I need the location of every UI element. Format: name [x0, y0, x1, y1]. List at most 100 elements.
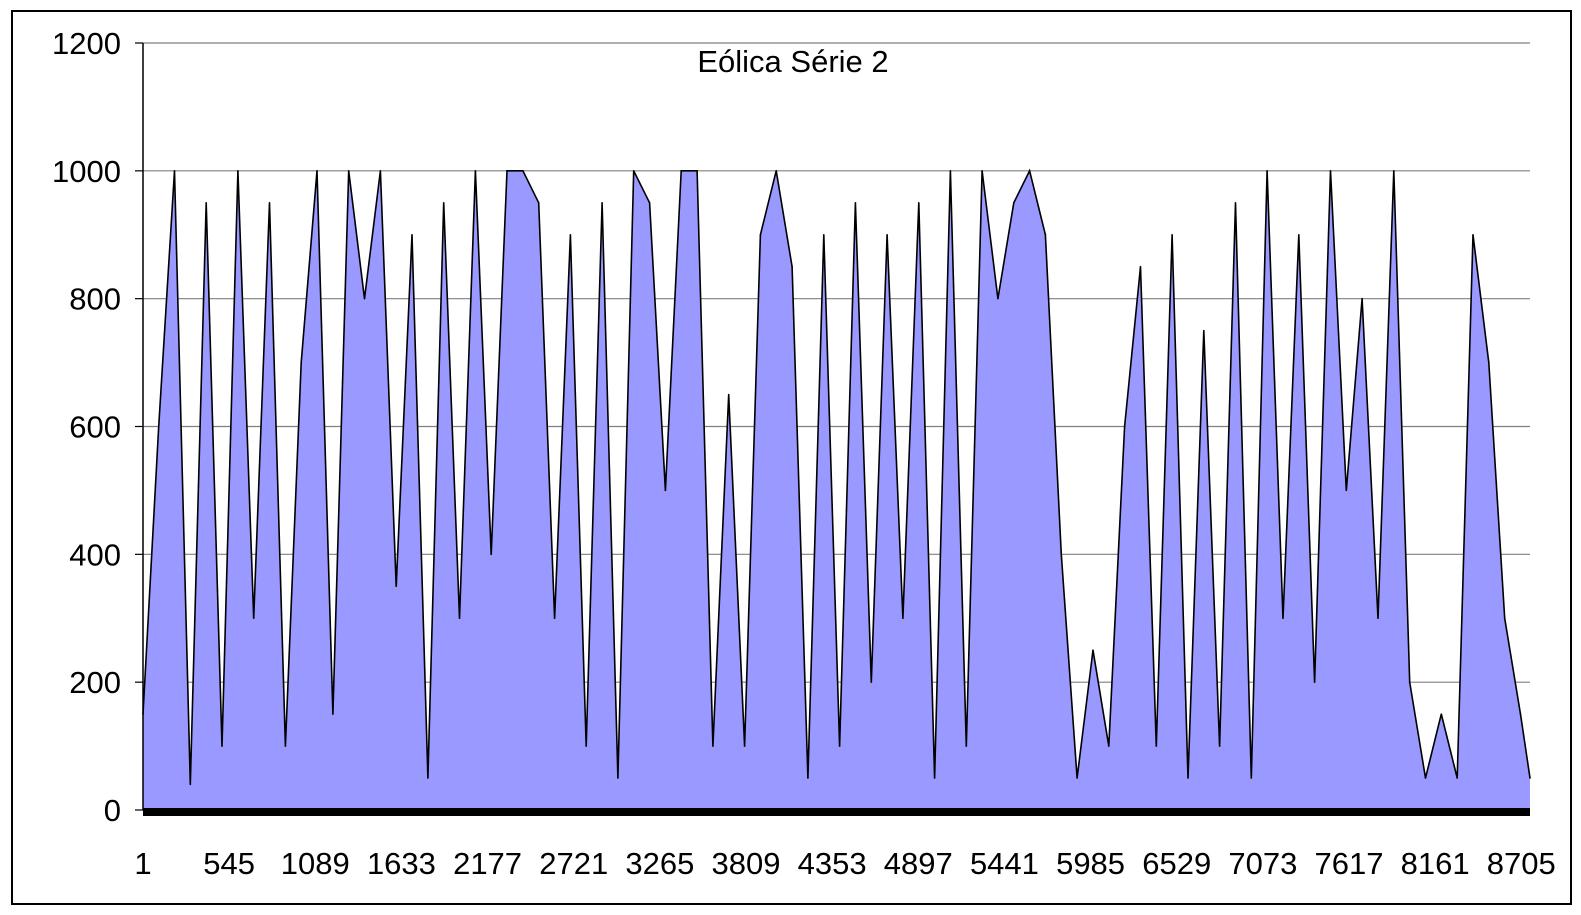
- x-axis: [143, 808, 1530, 816]
- data-point: [1519, 713, 1522, 715]
- data-point: [1202, 329, 1205, 332]
- data-point: [205, 201, 207, 204]
- data-point: [648, 201, 651, 204]
- data-point: [1028, 170, 1031, 172]
- data-point: [1529, 777, 1531, 779]
- x-tick-label: 7073: [1228, 846, 1297, 881]
- data-point: [1298, 233, 1300, 236]
- data-point: [759, 233, 762, 236]
- x-tick-label: 5985: [1056, 846, 1125, 881]
- data-point: [1092, 649, 1094, 652]
- x-tick-label: 545: [203, 846, 255, 881]
- data-point: [902, 617, 904, 620]
- data-point: [1171, 233, 1173, 236]
- data-point: [870, 681, 873, 683]
- data-point: [1472, 233, 1474, 236]
- x-tick-label: 4897: [884, 846, 953, 881]
- area-fill: [143, 170, 1530, 811]
- data-point: [1187, 777, 1189, 779]
- data-point: [822, 233, 825, 236]
- x-tick-label: 2721: [539, 846, 608, 881]
- data-point: [1107, 745, 1110, 747]
- x-tick-label: 3265: [625, 846, 694, 881]
- data-point: [1076, 777, 1078, 779]
- y-tick-label: 200: [69, 665, 121, 700]
- data-point: [854, 201, 857, 204]
- data-point: [1440, 713, 1443, 715]
- data-point: [284, 745, 287, 747]
- data-point: [1488, 361, 1490, 364]
- data-point: [791, 265, 793, 268]
- x-tick-label: 5441: [970, 846, 1039, 881]
- data-point: [569, 233, 572, 236]
- data-point: [727, 393, 730, 396]
- data-point: [1234, 201, 1237, 204]
- data-point: [1424, 777, 1427, 779]
- data-point: [886, 233, 888, 236]
- data-point: [712, 745, 714, 747]
- data-point: [1329, 170, 1332, 172]
- data-point: [252, 617, 255, 620]
- data-point: [1282, 617, 1284, 620]
- x-tick-label: 2177: [453, 846, 522, 881]
- data-point: [632, 170, 635, 172]
- data-point: [838, 745, 841, 747]
- data-point: [807, 777, 809, 779]
- x-tick-label: 7617: [1315, 846, 1384, 881]
- x-tick-label: 8161: [1401, 846, 1470, 881]
- data-point: [1345, 489, 1348, 492]
- x-tick-label: 1089: [281, 846, 350, 881]
- data-point: [268, 201, 271, 204]
- x-tick-label: 8705: [1487, 846, 1556, 881]
- data-point: [506, 170, 508, 172]
- data-point: [332, 713, 334, 715]
- series-area: [143, 170, 1530, 811]
- y-tick-labels: 0 200 400 600 800 1000 1200: [52, 26, 121, 828]
- x-tick-label: 3809: [712, 846, 781, 881]
- y-tick-label: 600: [69, 410, 121, 445]
- x-tick-label: 1633: [367, 846, 436, 881]
- data-point: [981, 170, 983, 172]
- data-point: [1393, 170, 1395, 172]
- data-point: [427, 777, 429, 779]
- data-point: [997, 297, 999, 300]
- data-point: [442, 201, 445, 204]
- data-point: [411, 233, 413, 236]
- data-point: [585, 745, 588, 747]
- data-point: [775, 170, 778, 172]
- x-tick-label: 6529: [1142, 846, 1211, 881]
- data-point: [1377, 617, 1379, 620]
- chart-title: Eólica Série 2: [697, 44, 888, 79]
- series-line: [142, 168, 1531, 786]
- y-tick-label: 0: [104, 793, 121, 828]
- data-point: [664, 489, 667, 492]
- data-point: [300, 361, 302, 364]
- data-point: [173, 170, 176, 172]
- data-point: [1266, 170, 1268, 172]
- y-tick-label: 800: [69, 282, 121, 317]
- data-point: [1503, 617, 1506, 620]
- data-point: [1139, 265, 1142, 268]
- data-point: [696, 170, 698, 172]
- data-point: [680, 170, 683, 172]
- data-point: [1123, 425, 1126, 428]
- data-point: [221, 745, 223, 747]
- data-point: [1155, 745, 1158, 747]
- data-point: [617, 777, 619, 779]
- data-point: [237, 170, 239, 172]
- data-point: [189, 783, 192, 786]
- data-point: [379, 170, 382, 172]
- y-tick-label: 1000: [52, 154, 121, 189]
- data-point: [1361, 297, 1363, 300]
- data-point: [917, 201, 920, 204]
- y-tick-label: 1200: [52, 26, 121, 61]
- data-point: [1408, 681, 1411, 683]
- data-point: [1044, 233, 1047, 236]
- data-point: [965, 745, 968, 747]
- data-point: [553, 617, 556, 620]
- data-point: [458, 617, 461, 620]
- x-tick-label: 4353: [798, 846, 867, 881]
- x-tick-labels: 1 545 1089 1633 2177 2721 3265 3809 4353 4897 5441…: [134, 846, 1555, 881]
- data-point: [949, 170, 952, 172]
- data-point: [490, 553, 493, 556]
